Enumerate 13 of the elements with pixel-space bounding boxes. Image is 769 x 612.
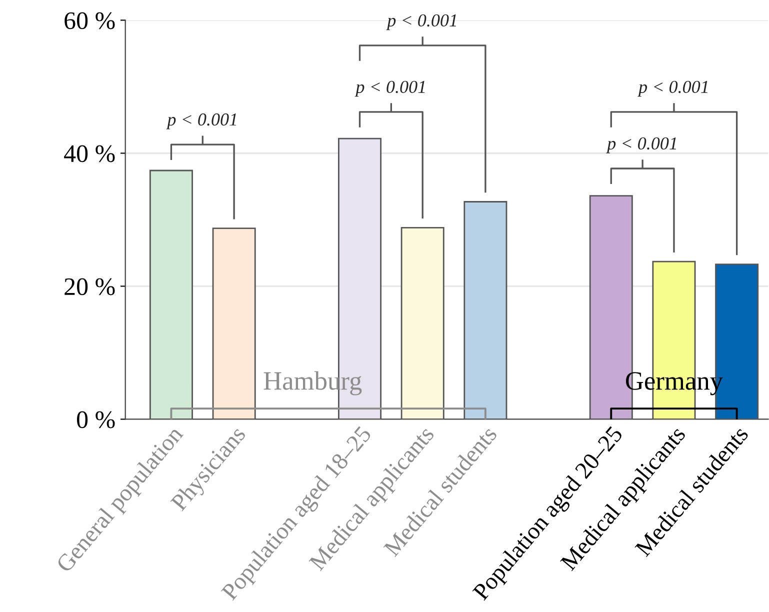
annotation: p < 0.001 [386,14,456,30]
annotation: p < 0.001 [637,80,708,97]
y-tick-label: 0 % [77,411,115,428]
bar [212,228,256,420]
bar [149,170,193,420]
bar [400,226,444,420]
annotation: p < 0.001 [606,137,676,154]
bar [464,201,508,420]
y-tick-label: 40 % [64,145,115,162]
annotation: p < 0.001 [166,113,236,130]
y-tick-label: 60 % [64,12,115,30]
y-tick-label: 20 % [64,278,115,296]
annotation: p < 0.001 [354,80,425,97]
